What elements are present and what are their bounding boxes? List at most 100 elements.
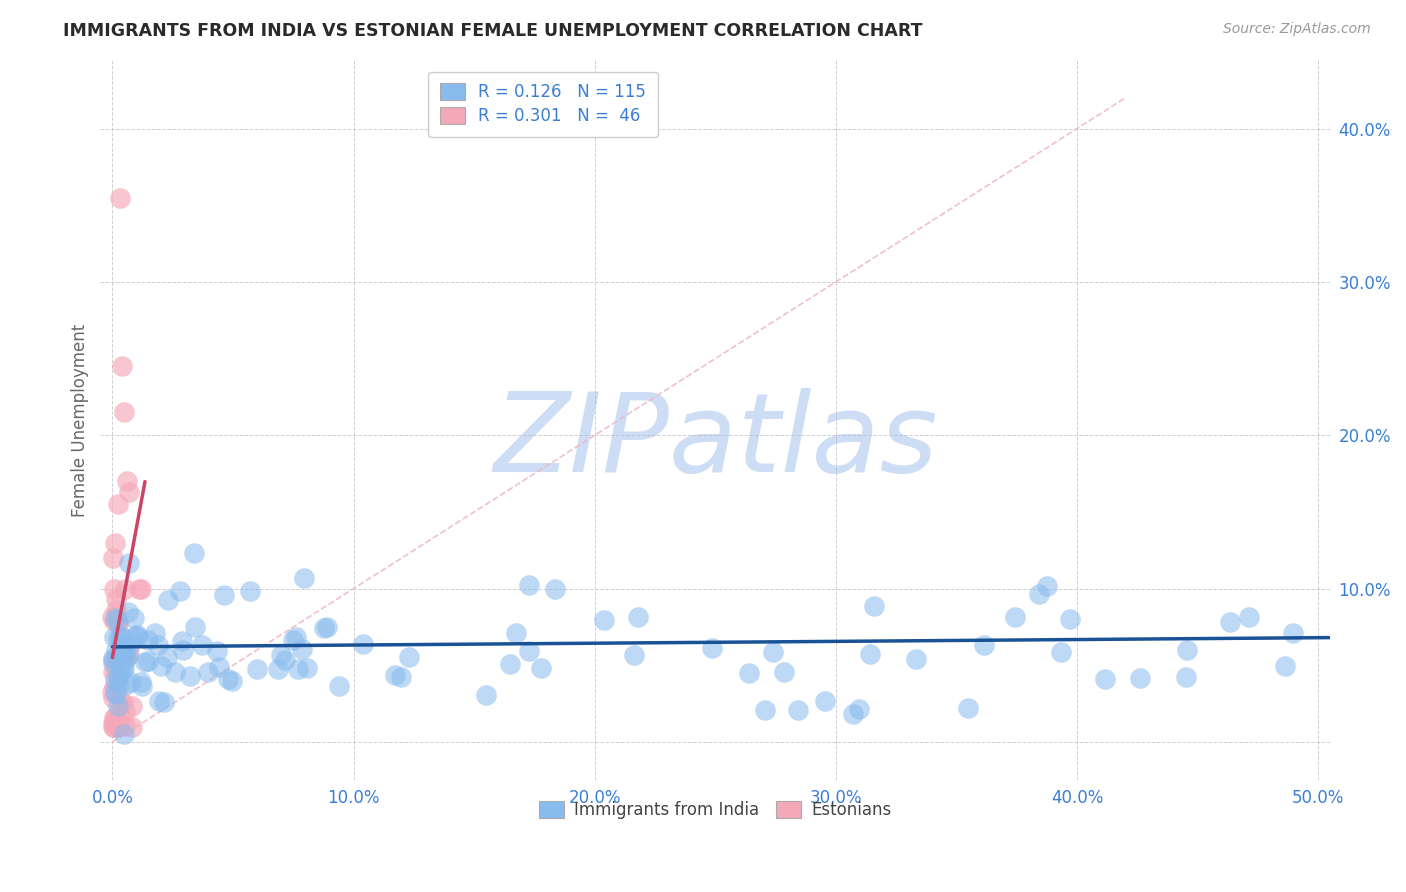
Point xyxy=(124,629,146,643)
Point xyxy=(273,653,295,667)
Point xyxy=(207,660,229,674)
Point xyxy=(108,191,131,205)
Point xyxy=(110,631,132,645)
Point xyxy=(104,673,127,687)
Point xyxy=(101,609,124,624)
Point xyxy=(107,671,129,685)
Point xyxy=(1175,643,1198,657)
Point xyxy=(517,644,540,658)
Point xyxy=(108,709,131,723)
Point xyxy=(105,664,128,678)
Point xyxy=(111,663,134,677)
Point xyxy=(111,648,134,662)
Point xyxy=(115,677,138,691)
Point xyxy=(107,497,129,511)
Point xyxy=(287,662,309,676)
Point xyxy=(115,651,138,665)
Point xyxy=(754,703,776,717)
Point xyxy=(384,668,406,682)
Point xyxy=(101,653,124,667)
Point xyxy=(149,658,172,673)
Point xyxy=(103,681,125,695)
Point xyxy=(105,643,128,657)
Point xyxy=(120,635,142,649)
Point xyxy=(128,582,150,596)
Point xyxy=(103,614,125,628)
Point xyxy=(1035,579,1057,593)
Point xyxy=(153,694,176,708)
Point xyxy=(104,710,127,724)
Point xyxy=(107,669,129,683)
Point xyxy=(904,651,927,665)
Point xyxy=(110,629,132,643)
Point xyxy=(1219,615,1241,630)
Point xyxy=(105,720,128,734)
Point xyxy=(156,650,179,665)
Point xyxy=(197,665,219,680)
Point xyxy=(184,620,207,634)
Point xyxy=(217,672,239,686)
Point xyxy=(281,632,304,647)
Point xyxy=(499,657,522,672)
Point xyxy=(702,640,724,655)
Point xyxy=(108,691,131,706)
Point xyxy=(398,649,420,664)
Point xyxy=(118,647,141,661)
Point xyxy=(107,650,129,665)
Point xyxy=(207,644,229,658)
Point xyxy=(107,632,129,646)
Point xyxy=(108,662,131,676)
Point xyxy=(114,648,136,662)
Point xyxy=(125,628,148,642)
Point xyxy=(315,620,337,634)
Point xyxy=(786,703,808,717)
Point xyxy=(112,727,135,741)
Point xyxy=(505,626,527,640)
Point xyxy=(112,654,135,668)
Point xyxy=(104,685,127,699)
Y-axis label: Female Unemployment: Female Unemployment xyxy=(72,323,89,516)
Point xyxy=(295,661,318,675)
Point xyxy=(112,645,135,659)
Point xyxy=(221,673,243,688)
Point xyxy=(121,698,143,713)
Point xyxy=(127,630,149,644)
Point xyxy=(117,648,139,663)
Point xyxy=(1094,672,1116,686)
Point xyxy=(627,610,650,624)
Point xyxy=(101,715,124,730)
Point xyxy=(111,645,134,659)
Point xyxy=(1129,671,1152,685)
Point xyxy=(107,698,129,713)
Point xyxy=(114,705,136,719)
Point xyxy=(129,674,152,689)
Point xyxy=(101,551,124,566)
Point xyxy=(112,696,135,710)
Point xyxy=(352,637,374,651)
Point xyxy=(1004,610,1026,624)
Point xyxy=(101,691,124,706)
Point xyxy=(114,582,136,596)
Point xyxy=(112,648,135,662)
Point xyxy=(623,648,645,662)
Point xyxy=(103,650,125,665)
Point xyxy=(1174,670,1197,684)
Point xyxy=(973,638,995,652)
Point xyxy=(112,661,135,675)
Point xyxy=(136,632,159,647)
Point xyxy=(117,605,139,619)
Point xyxy=(107,614,129,628)
Point xyxy=(105,591,128,606)
Point xyxy=(474,688,496,702)
Point xyxy=(121,720,143,734)
Point xyxy=(862,599,884,614)
Point xyxy=(1274,659,1296,673)
Point xyxy=(183,546,205,560)
Point xyxy=(530,661,553,675)
Point xyxy=(118,485,141,500)
Point xyxy=(544,582,567,597)
Point xyxy=(292,571,315,585)
Legend: Immigrants from India, Estonians: Immigrants from India, Estonians xyxy=(533,795,898,826)
Text: Source: ZipAtlas.com: Source: ZipAtlas.com xyxy=(1223,22,1371,37)
Text: ZIPatlas: ZIPatlas xyxy=(494,388,938,495)
